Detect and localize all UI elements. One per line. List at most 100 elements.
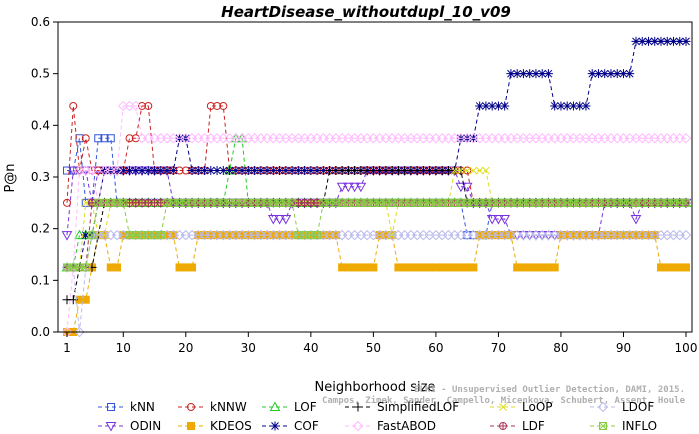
data-point	[600, 69, 610, 79]
legend-marker	[353, 402, 363, 412]
data-point	[162, 166, 172, 176]
data-point	[225, 166, 235, 176]
data-point	[543, 69, 553, 79]
data-point	[168, 166, 178, 176]
legend-item-kdeos: KDEOS	[178, 419, 252, 433]
data-point	[206, 101, 215, 110]
data-point	[463, 166, 472, 175]
legend-item-knn: kNN	[98, 400, 155, 414]
y-tick-label: 0.2	[31, 222, 50, 236]
legend-label: kNN	[130, 400, 155, 414]
legend-label: ODIN	[130, 419, 161, 433]
data-point	[531, 69, 541, 79]
x-tick-label: 50	[366, 341, 381, 355]
data-point	[593, 69, 603, 79]
x-tick-label: 40	[303, 341, 318, 355]
data-point	[287, 166, 297, 176]
data-point	[206, 166, 216, 176]
legend-label: kNNW	[210, 400, 247, 414]
data-point	[81, 198, 90, 207]
data-point	[63, 198, 71, 207]
watermark-line-2: Campos, Zimek, Sander, Campello, Micenko…	[322, 395, 686, 406]
data-point	[219, 101, 228, 110]
data-point	[137, 166, 147, 176]
data-point	[450, 166, 459, 175]
legend-marker	[107, 403, 115, 411]
legend-marker	[270, 421, 280, 431]
data-point	[288, 198, 297, 207]
data-point	[118, 166, 128, 176]
legend-label: COF	[294, 419, 319, 433]
data-point	[493, 101, 503, 111]
x-tick-label: 100	[675, 341, 698, 355]
data-point	[525, 69, 535, 79]
y-tick-label: 0.6	[31, 15, 50, 29]
data-point	[231, 166, 241, 176]
data-point	[556, 101, 566, 111]
data-point	[61, 231, 73, 241]
data-point	[306, 166, 316, 176]
data-point	[81, 134, 90, 143]
data-point	[575, 101, 585, 111]
data-point	[524, 231, 536, 241]
y-tick-label: 0.4	[31, 118, 50, 132]
legend-marker	[352, 420, 364, 432]
data-point	[100, 134, 109, 143]
data-point	[550, 263, 559, 272]
y-axis-label: P@n	[3, 163, 18, 192]
data-point	[187, 166, 197, 176]
data-point	[250, 166, 260, 176]
data-point	[469, 263, 478, 272]
data-point	[143, 166, 153, 176]
legend-item-fastabod: FastABOD	[345, 419, 436, 433]
legend-item-lof: LOF	[262, 400, 317, 414]
legend: kNN kNNW LOF SimplifiedLOF LoOP LDOF ODIN KDEOS…	[98, 400, 657, 433]
x-tick-label: 10	[116, 341, 131, 355]
x-tick-label: 60	[428, 341, 443, 355]
data-point	[487, 101, 497, 111]
data-point	[86, 165, 98, 176]
data-point	[81, 263, 90, 272]
data-point	[682, 263, 690, 272]
data-point	[662, 36, 672, 46]
legend-label: LoOP	[522, 400, 553, 414]
data-point	[637, 36, 647, 46]
series-line-knnw	[66, 105, 686, 204]
data-point	[643, 36, 653, 46]
legend-marker	[499, 403, 507, 411]
data-point	[125, 134, 134, 143]
series-line-ldof	[67, 234, 686, 333]
data-point	[318, 166, 328, 176]
data-point	[94, 134, 103, 143]
data-point	[650, 36, 660, 46]
data-point	[461, 182, 473, 193]
data-point	[568, 101, 578, 111]
series-line-knn	[67, 137, 686, 236]
legend-item-loop: LoOP	[490, 400, 553, 414]
data-point	[680, 229, 692, 241]
data-point	[537, 69, 547, 79]
data-point	[81, 230, 91, 240]
data-point	[75, 166, 84, 175]
legend-label: KDEOS	[210, 419, 252, 433]
x-tick-label: 20	[178, 341, 193, 355]
legend-label: SimplifiedLOF	[377, 400, 459, 414]
data-point	[106, 134, 115, 143]
series-knnw	[63, 101, 690, 207]
data-point	[313, 231, 322, 240]
legend-label: LOF	[294, 400, 317, 414]
x-tick-label: 30	[241, 341, 256, 355]
legend-marker	[187, 403, 195, 411]
legend-marker	[597, 401, 609, 413]
y-tick-label: 0.3	[31, 170, 50, 184]
data-point	[587, 69, 597, 79]
data-point	[212, 166, 222, 176]
data-point	[274, 214, 285, 225]
legend-label: LDOF	[622, 400, 654, 414]
data-point	[355, 182, 367, 193]
data-point	[493, 214, 504, 225]
data-point	[188, 263, 197, 272]
data-point	[349, 182, 360, 193]
axes: 1 10 20 30 40 50 60 70 80 90 100 0.0 0.1 0.2 0.3 0.4 0.5…	[31, 15, 698, 355]
data-point	[536, 231, 548, 241]
